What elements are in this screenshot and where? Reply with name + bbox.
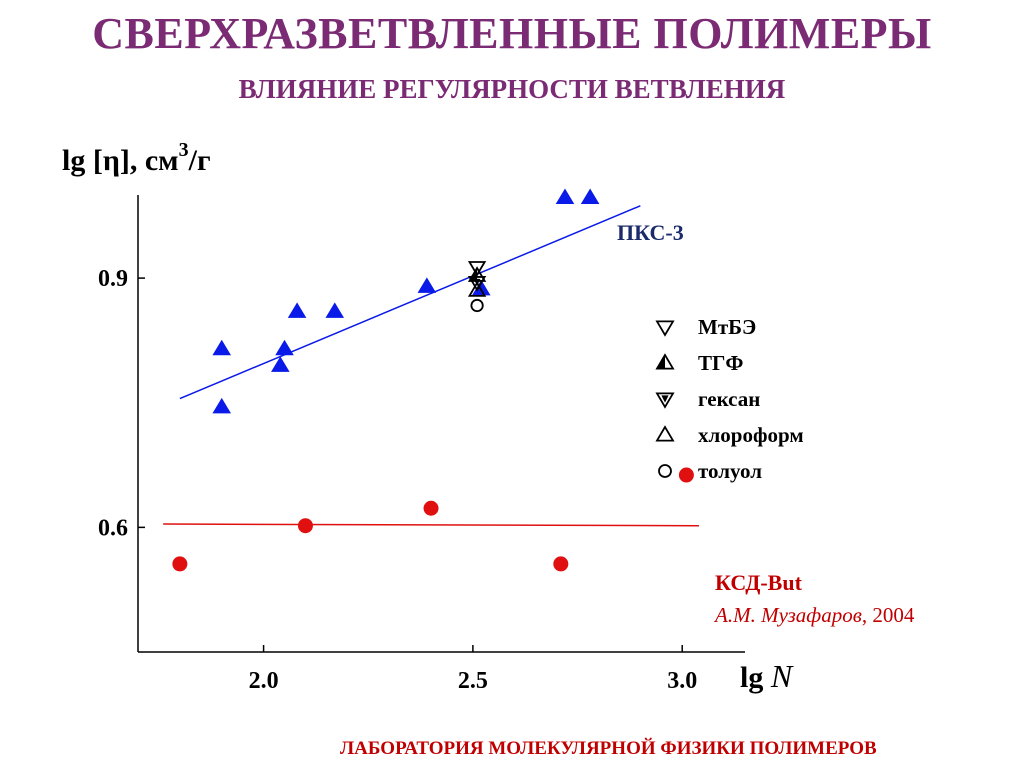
point-s0-5 (325, 302, 345, 318)
legend-label-4: толуол (698, 459, 762, 483)
data-points (172, 188, 694, 572)
x-tick-label-0: 2.0 (249, 668, 279, 694)
axis-ticks: 2.0 2.5 3.0 0.6 0.9 (98, 266, 697, 694)
legend: МтБЭ ТГФ гексан хлороформ толуол (655, 315, 804, 483)
series-label-ksd: КСД-But (715, 570, 803, 595)
y-tick-label-1: 0.9 (98, 266, 128, 292)
fit-line-1 (163, 523, 699, 527)
page-subtitle: ВЛИЯНИЕ РЕГУЛЯРНОСТИ ВЕТВЛЕНИЯ (238, 74, 786, 104)
x-axis-label: lg N (740, 658, 794, 694)
legend-label-1: ТГФ (698, 351, 743, 375)
legend-label-2: гексан (698, 387, 760, 411)
point-s1-0 (172, 556, 188, 572)
legend-marker-0 (655, 320, 675, 337)
author-name: А.М. Музафаров (713, 603, 862, 627)
fit-line-0 (179, 205, 641, 400)
point-s0-4 (287, 302, 307, 318)
x-tick-label-2: 3.0 (667, 668, 697, 694)
point-s0-2 (271, 356, 290, 372)
point-s1-2 (423, 500, 439, 516)
x-tick-label-1: 2.5 (458, 668, 488, 694)
point-s0-8 (555, 188, 575, 204)
solvent-point-4 (470, 298, 484, 313)
fit-lines (163, 205, 699, 527)
y-tick-label-0: 0.6 (98, 515, 128, 541)
point-s0-9 (580, 188, 600, 204)
point-s1-3 (553, 556, 569, 572)
y-axis-label: lg [η], см3/г (62, 139, 211, 177)
legend-label-3: хлороформ (698, 423, 804, 447)
series-label-author: А.М. Музафаров, 2004 (713, 603, 915, 627)
point-s0-3 (275, 339, 294, 356)
legend-marker-4 (658, 464, 672, 478)
series-label-pks: ПКС-3 (617, 220, 684, 245)
point-s0-1 (212, 397, 232, 414)
legend-marker-1 (655, 353, 675, 370)
point-s1-1 (297, 518, 313, 534)
solvent-point-3 (467, 281, 487, 297)
legend-marker-2 (655, 392, 675, 409)
legend-label-0: МтБЭ (698, 315, 756, 339)
solvent-point-0 (467, 261, 487, 277)
author-year: , 2004 (862, 603, 915, 627)
page-title: СВЕРХРАЗВЕТВЛЕННЫЕ ПОЛИМЕРЫ (92, 9, 932, 58)
footer-lab-name: ЛАБОРАТОРИЯ МОЛЕКУЛЯРНОЙ ФИЗИКИ ПОЛИМЕРО… (340, 738, 877, 759)
point-s1-4 (678, 467, 694, 483)
point-s0-0 (212, 339, 232, 356)
point-s0-6 (417, 277, 437, 293)
legend-marker-3 (655, 425, 675, 442)
chart-axes (137, 195, 745, 653)
